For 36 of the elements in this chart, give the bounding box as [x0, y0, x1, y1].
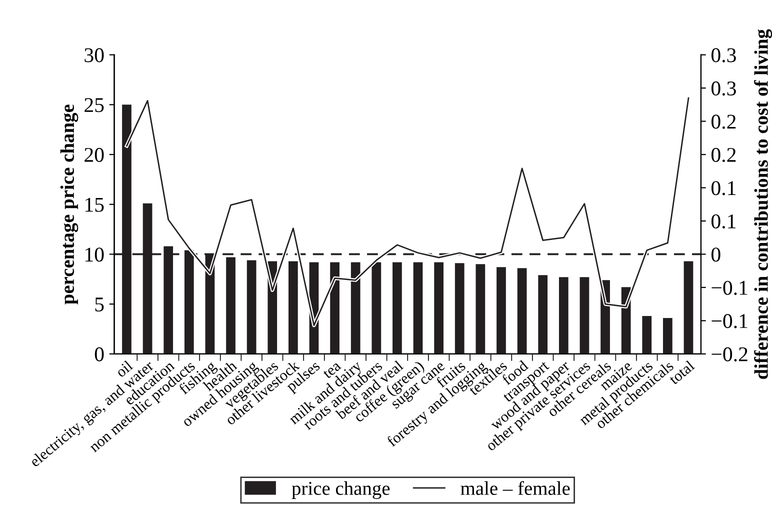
bar: [434, 262, 444, 354]
y2-tick-label: 0.2: [711, 148, 736, 162]
y2-tick-label: −0.1: [712, 314, 748, 328]
y-axis-title: percentage price change: [60, 104, 78, 304]
bar: [226, 257, 236, 354]
y2-tick-label: 0.3: [711, 48, 736, 62]
bar: [246, 260, 256, 354]
y-tick-label: 15: [86, 198, 104, 212]
y2-tick-label: 0.1: [711, 181, 736, 196]
y-tick-label: 5: [95, 298, 104, 312]
bar: [454, 263, 464, 354]
bar: [496, 267, 506, 354]
y-tick-label: 0: [94, 347, 104, 362]
y-tick-label: 25: [84, 98, 104, 112]
bar: [517, 268, 527, 354]
y-tick-label: 30: [84, 48, 104, 62]
y2-tick-label: 0.3: [711, 81, 736, 96]
y-tick-label: 20: [84, 148, 104, 162]
legend-label: male – female: [460, 481, 570, 495]
legend-label: price change: [292, 481, 390, 499]
bar: [663, 318, 672, 354]
y2-tick-label: −0.2: [712, 347, 748, 362]
y2-axis-title: difference in contributions to cost of living: [754, 29, 772, 379]
y2-tick-label: 0: [711, 248, 720, 262]
bar: [476, 264, 486, 354]
y2-tick-label: −0.1: [712, 280, 748, 295]
bar: [392, 262, 402, 354]
bar: [580, 277, 590, 354]
y2-tick-label: 0.2: [711, 114, 736, 129]
y2-tick-label: 0.1: [711, 214, 736, 229]
bar: [642, 316, 652, 354]
bar: [538, 275, 548, 354]
bar: [684, 261, 694, 354]
bar: [413, 262, 423, 354]
bar: [558, 277, 568, 354]
y-tick-label: 10: [86, 248, 104, 262]
